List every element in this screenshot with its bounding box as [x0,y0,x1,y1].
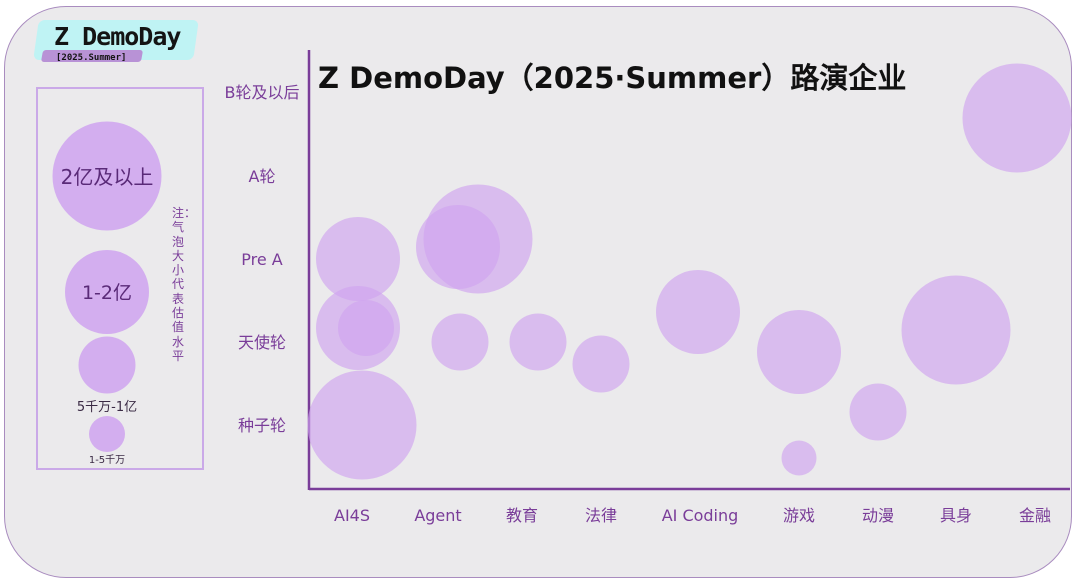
legend-label: 1-5千万 [89,454,125,466]
bubble [431,313,489,371]
x-tick-label: 具身 [940,506,972,525]
y-tick-label: 种子轮 [238,416,286,435]
y-tick-label: A轮 [249,167,276,186]
legend-bubble [52,121,162,231]
x-tick-label: 法律 [585,506,617,525]
legend-note: 注：气泡大小代表估值水平 [172,206,197,363]
bubble [316,217,400,301]
legend-bubble [78,336,136,394]
bubble [781,440,817,476]
logo: Z DemoDay [2025.Summer] [32,16,207,78]
logo-title: Z DemoDay [54,22,181,51]
bubble [962,63,1072,173]
bubble [307,370,417,480]
x-tick-label: AI Coding [662,506,739,525]
bubble [656,270,740,354]
x-tick-label: 游戏 [783,506,815,525]
bubble [901,275,1011,385]
legend-bubble [89,416,125,452]
bubble [757,310,841,394]
bubble [509,313,567,371]
y-tick-label: Pre A [241,250,283,269]
legend-label: 1-2亿 [82,282,132,304]
x-tick-label: 教育 [506,506,538,525]
chart-title: Z DemoDay（2025·Summer）路演企业 [318,61,906,95]
chart-frame [4,6,1072,578]
x-tick-label: 动漫 [862,506,894,525]
x-tick-label: AI4S [334,506,370,525]
bubble [338,300,394,356]
bubble [416,205,500,289]
logo-subtitle: [2025.Summer] [56,53,127,63]
x-tick-label: Agent [414,506,461,525]
legend-box [36,87,204,470]
legend-label: 2亿及以上 [61,165,154,189]
x-tick-label: 金融 [1019,506,1051,525]
y-tick-label: 天使轮 [238,333,286,352]
bubble [572,335,630,393]
legend-label: 5千万-1亿 [77,400,137,415]
y-tick-label: B轮及以后 [225,83,300,102]
legend-bubble [65,250,149,334]
bubble [849,383,907,441]
